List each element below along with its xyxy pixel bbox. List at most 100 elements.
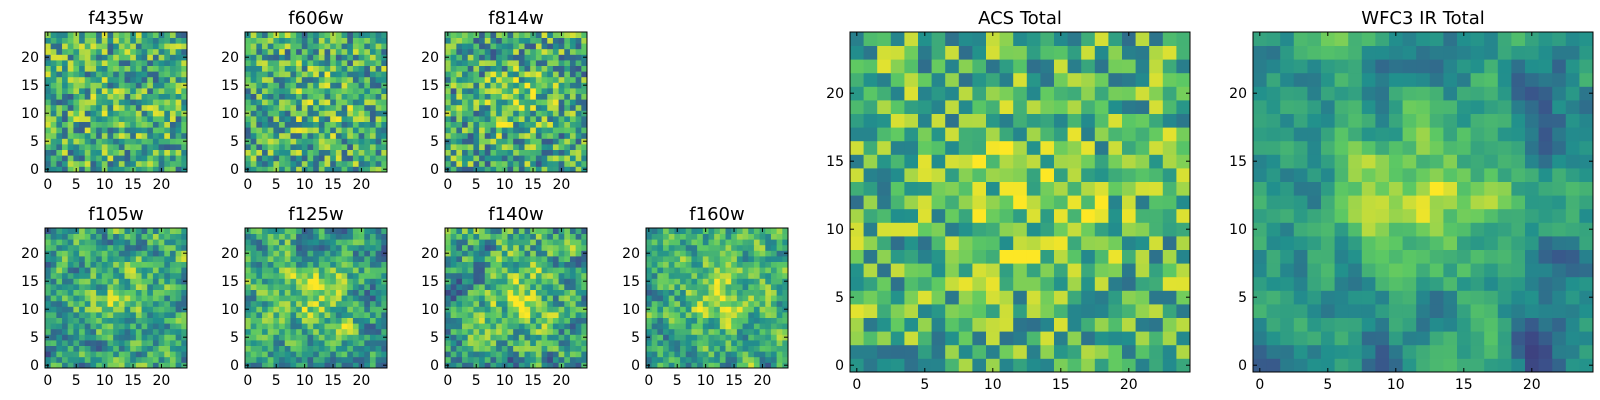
heatmap-cell: [245, 127, 252, 134]
heatmap-cell: [324, 160, 331, 167]
heatmap-cell: [467, 289, 474, 296]
heatmap-cell: [290, 289, 297, 296]
heatmap-cell: [479, 54, 486, 61]
heatmap-cell: [267, 256, 274, 262]
heatmap-cell: [101, 328, 108, 335]
heatmap-cell: [296, 334, 303, 341]
heatmap-cell: [890, 195, 905, 210]
heatmap-cell: [347, 160, 354, 167]
heatmap-cell: [101, 239, 108, 246]
heatmap-cell: [290, 351, 297, 358]
y-tick-label: 20: [421, 246, 439, 262]
heatmap-cell: [130, 43, 137, 50]
heatmap-cell: [575, 272, 582, 279]
heatmap-cell: [535, 121, 542, 128]
heatmap-cell: [530, 93, 537, 100]
heatmap-cell: [552, 121, 559, 128]
heatmap-cell: [250, 104, 257, 111]
heatmap-cell: [479, 256, 486, 262]
heatmap-cell: [56, 144, 63, 150]
heatmap-cell: [301, 76, 308, 83]
heatmap-cell: [530, 149, 537, 156]
heatmap-cell: [250, 144, 257, 150]
heatmap-cell: [530, 48, 537, 55]
heatmap-cell: [479, 345, 486, 352]
heatmap-cell: [262, 71, 269, 78]
heatmap-cell: [175, 323, 182, 330]
heatmap-cell: [736, 256, 743, 262]
heatmap-cell: [479, 93, 486, 100]
heatmap-cell: [776, 328, 783, 335]
heatmap-cell: [552, 323, 559, 330]
x-tick-label: 10: [96, 177, 114, 193]
heatmap-cell: [152, 306, 159, 313]
heatmap-cell: [782, 239, 789, 246]
heatmap-cell: [552, 132, 559, 139]
heatmap-cell: [496, 155, 503, 162]
heatmap-cell: [56, 312, 63, 318]
heatmap-cell: [708, 289, 715, 296]
heatmap-cell: [158, 37, 165, 44]
heatmap-cell: [513, 37, 520, 44]
heatmap-cell: [290, 82, 297, 89]
heatmap-cell: [245, 256, 252, 262]
heatmap-cell: [341, 54, 348, 61]
heatmap-cell: [674, 261, 681, 268]
heatmap-cell: [279, 48, 286, 55]
heatmap-cell: [96, 54, 103, 61]
heatmap-cell: [335, 233, 342, 240]
heatmap-cell: [375, 334, 382, 341]
heatmap-cell: [479, 306, 486, 313]
y-tick-label: 5: [30, 134, 39, 150]
heatmap-cell: [324, 362, 331, 369]
heatmap-cell: [256, 261, 263, 268]
heatmap-cell: [501, 132, 508, 139]
heatmap-cell: [776, 334, 783, 341]
heatmap-cell: [575, 328, 582, 335]
y-tick-label: 5: [631, 330, 640, 346]
heatmap-cell: [279, 278, 286, 285]
heatmap-cell: [318, 149, 325, 156]
heatmap-cell: [513, 239, 520, 246]
heatmap-cell: [462, 110, 469, 117]
heatmap-cell: [552, 110, 559, 117]
heatmap-cell: [530, 160, 537, 167]
heatmap-cell: [569, 295, 577, 302]
heatmap-cell: [581, 351, 588, 358]
heatmap-cell: [352, 99, 359, 106]
heatmap-cell: [513, 65, 520, 72]
heatmap-cell: [501, 300, 508, 307]
heatmap-cell: [307, 60, 314, 66]
heatmap-cell: [552, 138, 559, 145]
heatmap-cell: [685, 312, 692, 318]
heatmap-cell: [770, 267, 778, 274]
heatmap-cell: [90, 312, 97, 318]
heatmap-cell: [513, 110, 520, 117]
heatmap-cell: [462, 65, 469, 72]
heatmap-cell: [352, 256, 359, 262]
heatmap-cell: [697, 345, 704, 352]
heatmap-cell: [313, 110, 320, 117]
heatmap-cell: [462, 132, 469, 139]
heatmap-cell: [301, 233, 308, 240]
heatmap-cell: [748, 306, 755, 313]
heatmap-cell: [152, 300, 159, 307]
heatmap-cell: [45, 43, 52, 50]
heatmap-cell: [290, 110, 297, 117]
heatmap-cell: [702, 345, 709, 352]
heatmap-cell: [141, 155, 148, 162]
heatmap-cell: [141, 312, 148, 318]
heatmap-cell: [141, 250, 148, 257]
heatmap-cell: [668, 328, 675, 335]
heatmap-cell: [530, 306, 537, 313]
heatmap-cell: [158, 300, 165, 307]
heatmap-cell: [330, 323, 337, 330]
heatmap-cell: [999, 263, 1014, 278]
heatmap-cell: [79, 37, 86, 44]
heatmap-cell: [581, 60, 588, 66]
heatmap-cell: [107, 71, 114, 78]
heatmap-cell: [657, 284, 664, 290]
heatmap-cell: [484, 99, 491, 106]
heatmap-cell: [45, 239, 52, 246]
heatmap-cell: [296, 48, 303, 55]
